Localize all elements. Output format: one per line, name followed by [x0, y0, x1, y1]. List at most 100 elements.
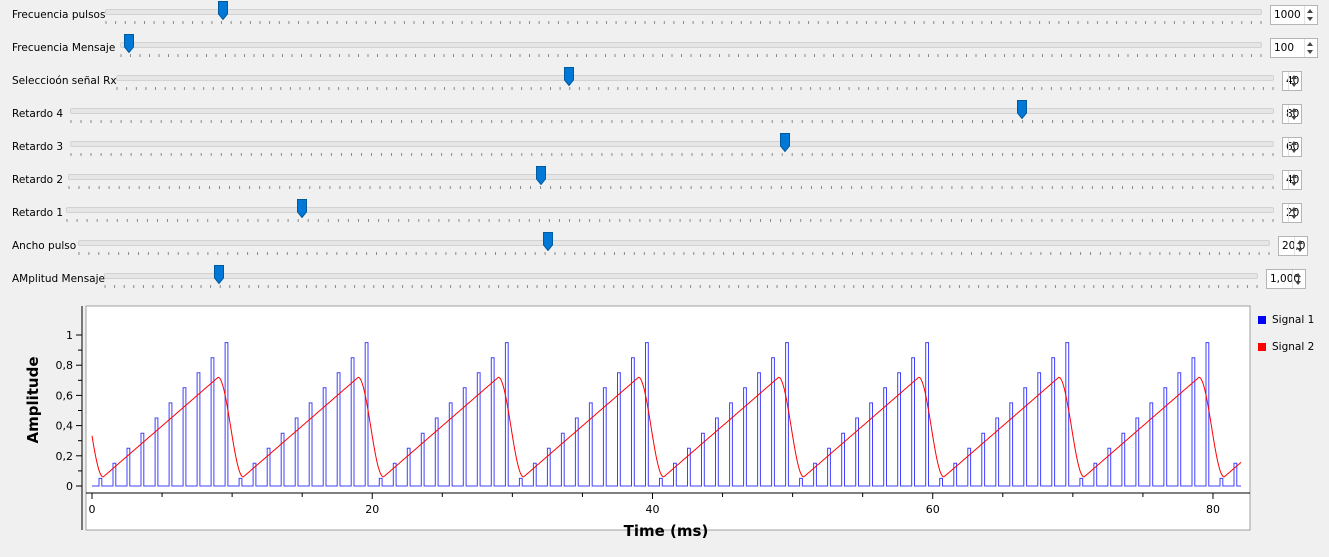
spin-up-icon[interactable]: [1295, 273, 1301, 277]
slider-ticks-seleccion-senal-rx: [116, 87, 1274, 90]
slider-ticks-retardo-2: [68, 186, 1274, 189]
slider-row-retardo-4: Retardo 4 80: [0, 99, 1329, 132]
plot-area: 0 20 40 60 80 0 0,2 0,4 0,6 0,8 1 Time (ms) Amplitud…: [0, 298, 1329, 553]
slider-label-frecuencia-pulsos: Frecuencia pulsos: [12, 9, 106, 21]
spinbox-arrows-retardo-3[interactable]: [1288, 138, 1301, 156]
spinbox-retardo-4[interactable]: 80: [1282, 104, 1302, 124]
x-tick-label: 0: [89, 503, 96, 516]
spin-up-icon[interactable]: [1291, 174, 1297, 178]
spin-up-icon[interactable]: [1307, 9, 1313, 13]
slider-track-retardo-1[interactable]: [66, 207, 1274, 213]
slider-thumb-retardo-2[interactable]: [536, 166, 547, 185]
spinbox-frecuencia-mensaje[interactable]: 100: [1270, 38, 1318, 58]
spin-up-icon[interactable]: [1291, 207, 1297, 211]
slider-thumb-frecuencia-mensaje[interactable]: [124, 34, 135, 53]
slider-thumb-retardo-3[interactable]: [780, 133, 791, 152]
spin-down-icon[interactable]: [1297, 248, 1303, 252]
spinbox-arrows-frecuencia-pulsos[interactable]: [1304, 6, 1317, 24]
slider-ticks-frecuencia-pulsos: [105, 21, 1262, 24]
x-tick-label: 20: [365, 503, 379, 516]
spin-down-icon[interactable]: [1307, 50, 1313, 54]
spin-down-icon[interactable]: [1295, 281, 1301, 285]
slider-track-retardo-4[interactable]: [70, 108, 1274, 114]
spin-down-icon[interactable]: [1291, 149, 1297, 153]
slider-track-frecuencia-pulsos[interactable]: [105, 9, 1262, 15]
legend-label-signal-1: Signal 1: [1272, 314, 1315, 326]
spinbox-value-frecuencia-pulsos[interactable]: 1000: [1274, 9, 1301, 21]
spinbox-arrows-ancho-pulso[interactable]: [1294, 237, 1307, 255]
slider-thumb-frecuencia-pulsos[interactable]: [217, 1, 228, 20]
legend-signal-2: Signal 2: [1258, 341, 1314, 353]
spin-down-icon[interactable]: [1291, 116, 1297, 120]
spin-down-icon[interactable]: [1291, 83, 1297, 87]
spin-down-icon[interactable]: [1307, 17, 1313, 21]
legend-label-signal-2: Signal 2: [1272, 341, 1315, 353]
slider-label-retardo-1: Retardo 1: [12, 207, 64, 219]
spinbox-arrows-retardo-1[interactable]: [1288, 204, 1301, 222]
slider-thumb-retardo-1[interactable]: [297, 199, 308, 218]
slider-ticks-amplitud-mensaje: [104, 285, 1258, 288]
x-tick-label: 40: [645, 503, 659, 516]
spin-down-icon[interactable]: [1291, 215, 1297, 219]
slider-ticks-retardo-3: [70, 153, 1274, 156]
slider-row-seleccion-senal-rx: Seleccioón señal Rx 40: [0, 66, 1329, 99]
slider-row-frecuencia-mensaje: Frecuencia Mensaje 100: [0, 33, 1329, 66]
spinbox-arrows-seleccion-senal-rx[interactable]: [1288, 72, 1301, 90]
legend-swatch-signal-2: [1258, 343, 1266, 351]
slider-row-retardo-1: Retardo 1 20: [0, 198, 1329, 231]
slider-thumb-retardo-4[interactable]: [1016, 100, 1027, 119]
spinbox-arrows-retardo-4[interactable]: [1288, 105, 1301, 123]
slider-label-ancho-pulso: Ancho pulso: [12, 240, 77, 252]
spinbox-value-frecuencia-mensaje[interactable]: 100: [1274, 42, 1295, 54]
spin-up-icon[interactable]: [1307, 42, 1313, 46]
slider-track-frecuencia-mensaje[interactable]: [120, 42, 1262, 48]
slider-label-retardo-2: Retardo 2: [12, 174, 64, 186]
spinbox-frecuencia-pulsos[interactable]: 1000: [1270, 5, 1318, 25]
slider-row-frecuencia-pulsos: Frecuencia pulsos 1000: [0, 0, 1329, 33]
y-tick-label: 0,4: [56, 420, 74, 433]
signal-chart: 0 20 40 60 80 0 0,2 0,4 0,6 0,8 1 Time (ms) Amplitud…: [24, 305, 1251, 540]
spinbox-retardo-3[interactable]: 60: [1282, 137, 1302, 157]
slider-track-retardo-2[interactable]: [68, 174, 1274, 180]
spinbox-retardo-1[interactable]: 20: [1282, 203, 1302, 223]
slider-track-retardo-3[interactable]: [70, 141, 1274, 147]
slider-ticks-frecuencia-mensaje: [120, 54, 1262, 57]
spin-up-icon[interactable]: [1291, 75, 1297, 79]
slider-ticks-ancho-pulso: [78, 252, 1270, 255]
slider-row-retardo-3: Retardo 3 60: [0, 132, 1329, 165]
slider-thumb-ancho-pulso[interactable]: [543, 232, 554, 251]
y-tick-label: 1: [66, 329, 73, 342]
slider-thumb-seleccion-senal-rx[interactable]: [564, 67, 575, 86]
slider-track-amplitud-mensaje[interactable]: [104, 273, 1258, 279]
spin-down-icon[interactable]: [1291, 182, 1297, 186]
x-tick-label: 60: [926, 503, 940, 516]
y-tick-label: 0: [66, 480, 73, 493]
legend-signal-1: Signal 1: [1258, 314, 1314, 326]
spin-up-icon[interactable]: [1291, 108, 1297, 112]
spinbox-ancho-pulso[interactable]: 20,0: [1278, 236, 1308, 256]
spinbox-seleccion-senal-rx[interactable]: 40: [1282, 71, 1302, 91]
slider-track-seleccion-senal-rx[interactable]: [116, 75, 1274, 81]
y-tick-label: 0,2: [56, 450, 74, 463]
spinbox-arrows-frecuencia-mensaje[interactable]: [1304, 39, 1317, 57]
series-signal-1: [92, 342, 1241, 487]
spin-up-icon[interactable]: [1297, 240, 1303, 244]
spinbox-arrows-amplitud-mensaje[interactable]: [1292, 270, 1305, 288]
slider-track-ancho-pulso[interactable]: [78, 240, 1270, 246]
slider-thumb-amplitud-mensaje[interactable]: [214, 265, 225, 284]
y-axis-title: Amplitude: [24, 356, 42, 443]
spinbox-arrows-retardo-2[interactable]: [1288, 171, 1301, 189]
legend-swatch-signal-1: [1258, 316, 1266, 324]
spinbox-retardo-2[interactable]: 40: [1282, 170, 1302, 190]
x-tick-label: 80: [1206, 503, 1220, 516]
spinbox-amplitud-mensaje[interactable]: 1,000: [1266, 269, 1306, 289]
slider-row-amplitud-mensaje: AMplitud Mensaje 1,000: [0, 264, 1329, 297]
slider-row-ancho-pulso: Ancho pulso 20,0: [0, 231, 1329, 264]
slider-ticks-retardo-4: [70, 120, 1274, 123]
plot-frame: [85, 305, 1251, 531]
slider-row-retardo-2: Retardo 2 40: [0, 165, 1329, 198]
series-signal-2: [91, 376, 1242, 478]
spin-up-icon[interactable]: [1291, 141, 1297, 145]
slider-label-retardo-3: Retardo 3: [12, 141, 64, 153]
slider-label-amplitud-mensaje: AMplitud Mensaje: [12, 273, 105, 285]
